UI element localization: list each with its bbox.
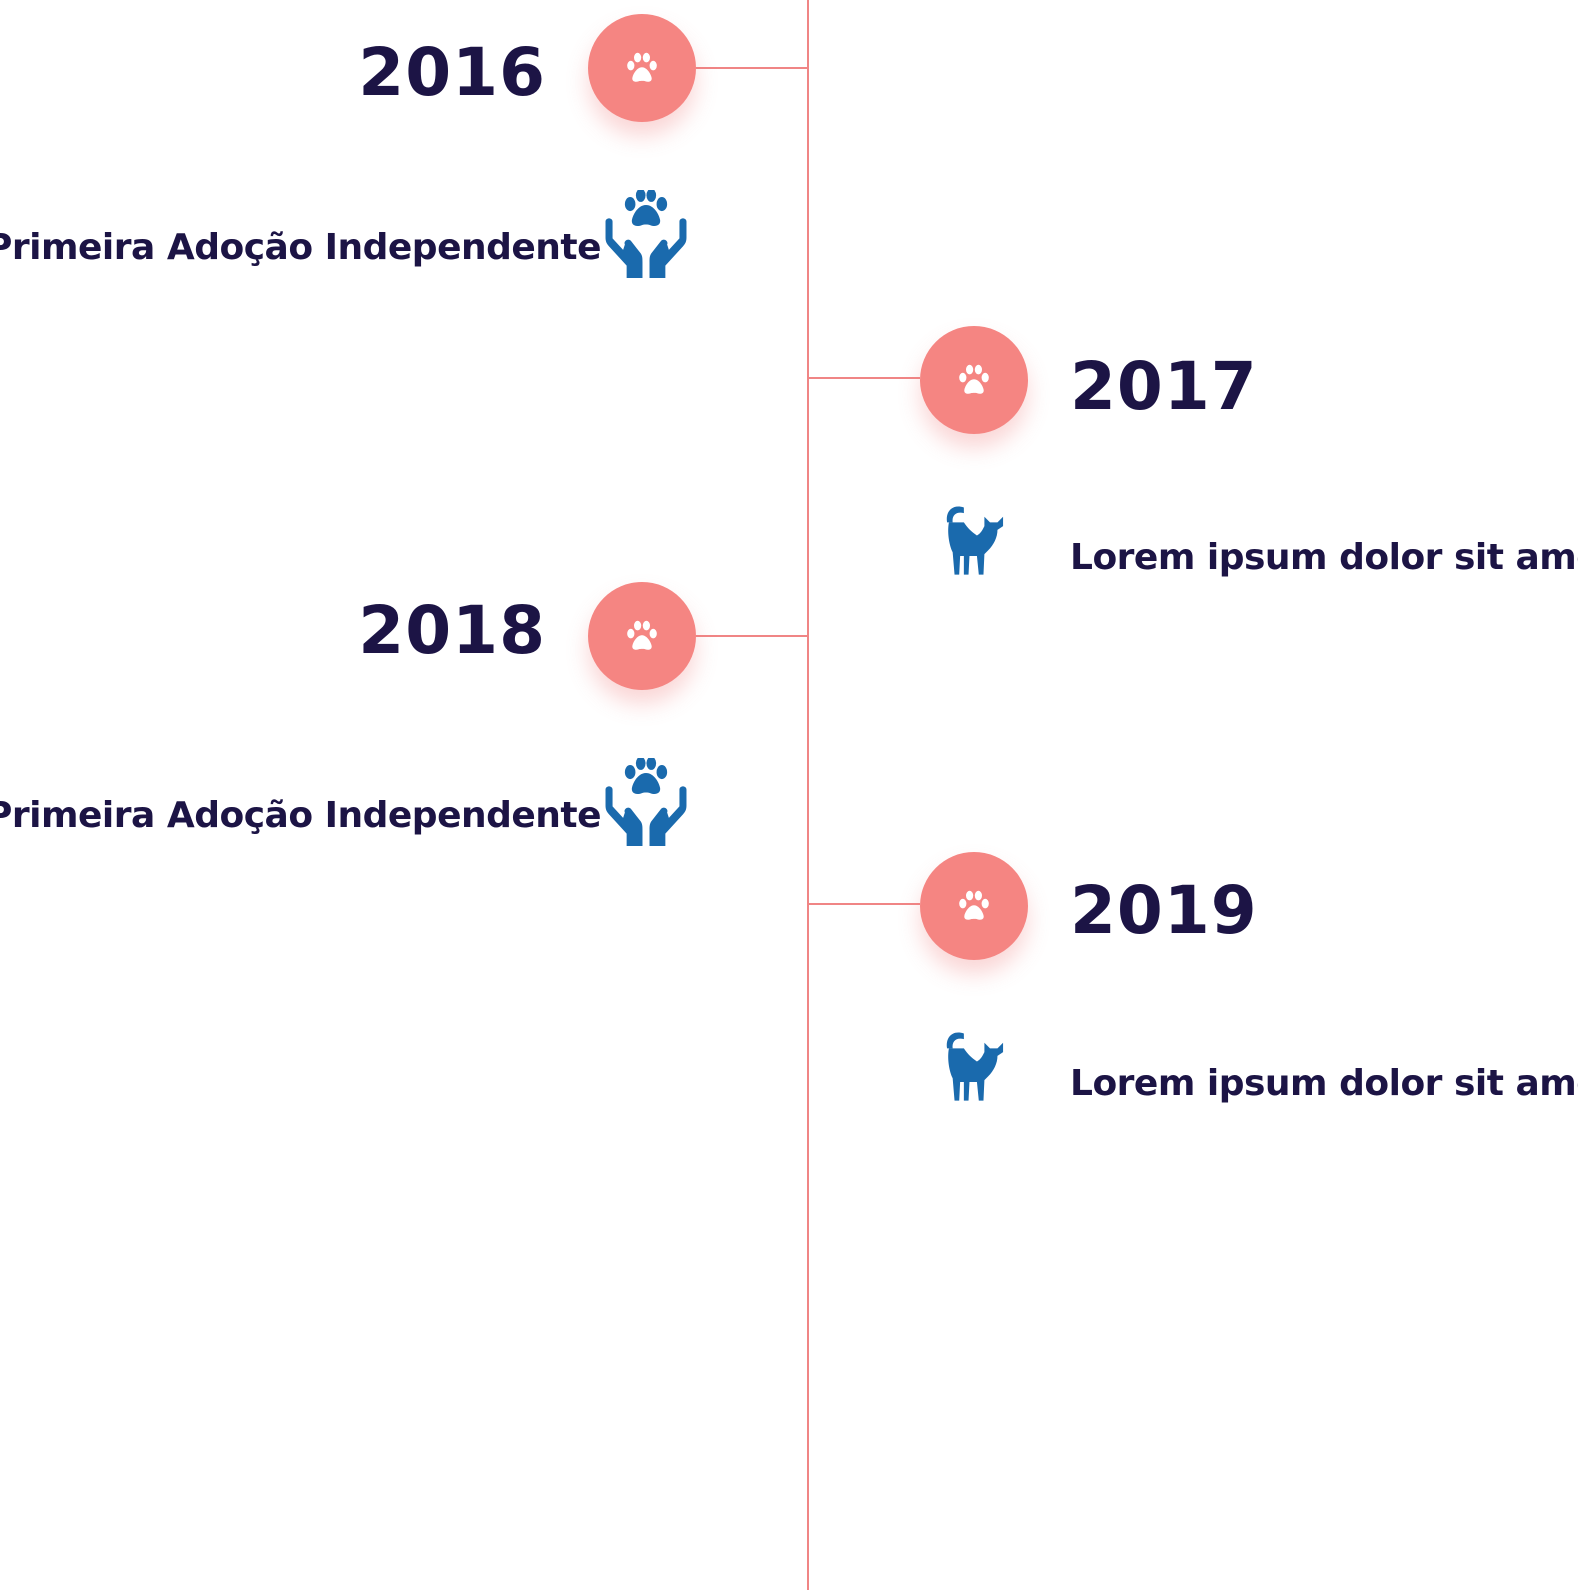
timeline-description: Primeira Adoção Independente xyxy=(0,795,602,836)
timeline-marker xyxy=(588,14,696,122)
hands-paw-icon xyxy=(605,190,687,278)
paw-icon xyxy=(959,890,989,920)
timeline-year: 2018 xyxy=(358,592,546,669)
timeline-description: Primeira Adoção Independente xyxy=(0,227,602,268)
timeline-connector xyxy=(808,903,920,905)
timeline-marker xyxy=(920,326,1028,434)
timeline-line xyxy=(807,0,809,1590)
timeline-marker xyxy=(588,582,696,690)
timeline-description: Lorem ipsum dolor sit amet xyxy=(1070,537,1578,578)
timeline-description: Lorem ipsum dolor sit amet xyxy=(1070,1063,1578,1104)
timeline-connector xyxy=(696,635,808,637)
timeline-year: 2016 xyxy=(358,34,546,111)
timeline-year: 2019 xyxy=(1070,872,1258,949)
timeline-marker xyxy=(920,852,1028,960)
cat-icon xyxy=(946,506,1004,575)
timeline-connector xyxy=(696,67,808,69)
paw-icon xyxy=(627,52,657,82)
hands-paw-icon xyxy=(605,758,687,846)
timeline-connector xyxy=(808,377,920,379)
paw-icon xyxy=(627,620,657,650)
cat-icon xyxy=(946,1032,1004,1101)
timeline-year: 2017 xyxy=(1070,348,1258,425)
paw-icon xyxy=(959,364,989,394)
